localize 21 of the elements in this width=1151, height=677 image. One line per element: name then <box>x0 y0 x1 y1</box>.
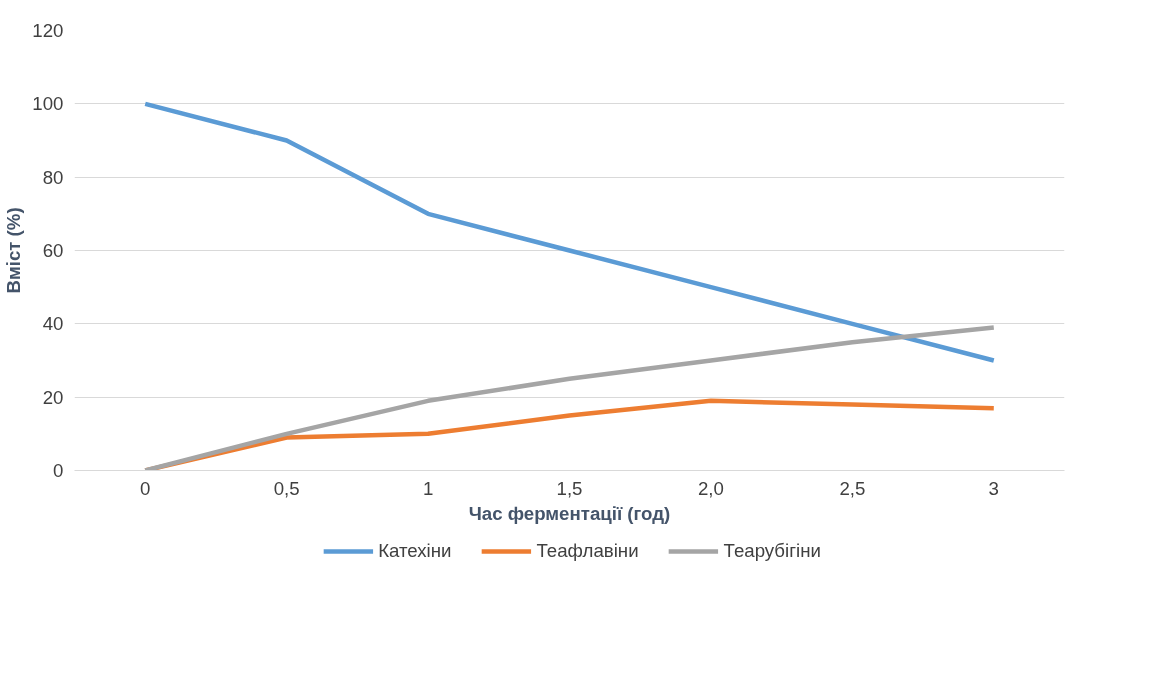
x-tick-label: 3 <box>988 477 999 499</box>
legend-label: Катехіни <box>378 540 452 562</box>
x-tick-label: 1 <box>422 477 434 499</box>
x-tick-label: 0,5 <box>273 477 300 499</box>
x-tick-label: 1,5 <box>556 477 583 499</box>
legend-label: Теафлавіни <box>536 540 639 562</box>
y-axis-title: Вміст (%) <box>3 207 25 294</box>
y-tick-label: 120 <box>32 20 64 41</box>
x-axis-title: Час ферментації (год) <box>468 502 671 524</box>
x-tick-label: 0 <box>140 477 151 499</box>
legend-label: Теарубігіни <box>723 540 821 562</box>
x-tick-label: 2,5 <box>839 477 866 499</box>
y-tick-label: 60 <box>42 240 64 261</box>
line-series <box>142 101 997 363</box>
line-series <box>142 325 997 471</box>
y-tick-label: 40 <box>42 313 64 335</box>
y-tick-label: 0 <box>53 460 64 481</box>
y-tick-label: 100 <box>32 93 64 115</box>
y-tick-label: 20 <box>42 386 64 408</box>
x-tick-label: 2,0 <box>697 477 724 499</box>
y-tick-label: 80 <box>42 166 64 188</box>
